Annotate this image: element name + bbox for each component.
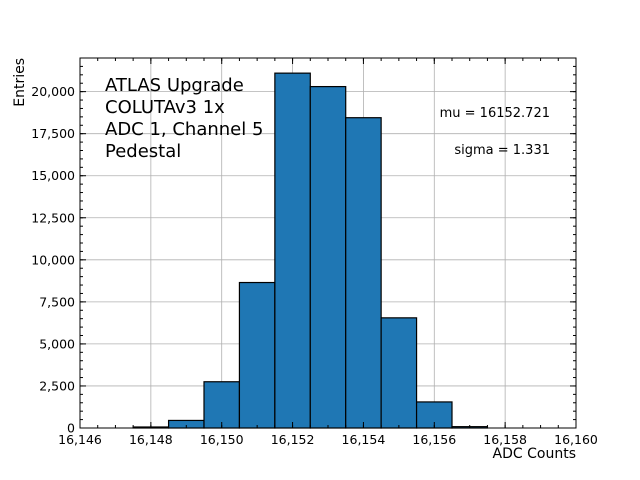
y-tick-label: 2,500: [39, 378, 75, 393]
x-axis-label: ADC Counts: [493, 446, 576, 462]
histogram-bar: [274, 72, 311, 429]
x-tick-label: 16,146: [58, 432, 102, 447]
y-tick-label: 10,000: [31, 252, 75, 267]
histogram-bar: [309, 85, 347, 429]
x-tick-label: 16,152: [271, 432, 315, 447]
x-tick-label: 16,154: [342, 432, 386, 447]
histogram-bar: [380, 317, 418, 429]
x-tick-label: 16,156: [412, 432, 456, 447]
y-tick-label: 7,500: [39, 294, 75, 309]
histogram-bars: [132, 72, 489, 429]
plot-frame: [79, 57, 577, 429]
y-tick-label: 5,000: [39, 336, 75, 351]
histogram-bar: [203, 381, 241, 429]
histogram-bar: [345, 117, 382, 429]
y-tick-label: 15,000: [31, 168, 75, 183]
x-tick-label: 16,148: [129, 432, 173, 447]
histogram-bar: [238, 281, 276, 429]
x-tick-labels: 16,146 16,148 16,150 16,152 16,154 16,156 16,1…: [58, 432, 598, 447]
sigma-annotation: sigma = 1.331: [454, 143, 550, 158]
mu-annotation: mu = 16152.721: [440, 106, 550, 121]
y-tick-label: 0: [67, 421, 75, 436]
annotation-line-2: COLUTAv3 1x: [105, 97, 225, 118]
y-tick-label: 20,000: [31, 84, 75, 99]
annotation-line-4: Pedestal: [105, 141, 181, 162]
y-tick-labels: 0 2,500 5,000 7,500 10,000 12,500 15,000 17,500…: [31, 84, 75, 435]
annotation-block: ATLAS Upgrade COLUTAv3 1x ADC 1, Channel…: [105, 75, 263, 162]
x-tick-label: 16,150: [200, 432, 244, 447]
y-tick-label: 12,500: [31, 210, 75, 225]
annotation-line-3: ADC 1, Channel 5: [105, 119, 263, 140]
x-tick-label: 16,158: [483, 432, 527, 447]
y-axis-label: Entries: [12, 58, 28, 107]
annotation-line-1: ATLAS Upgrade: [105, 75, 244, 96]
y-tick-label: 17,500: [31, 126, 75, 141]
x-tick-label: 16,160: [554, 432, 598, 447]
